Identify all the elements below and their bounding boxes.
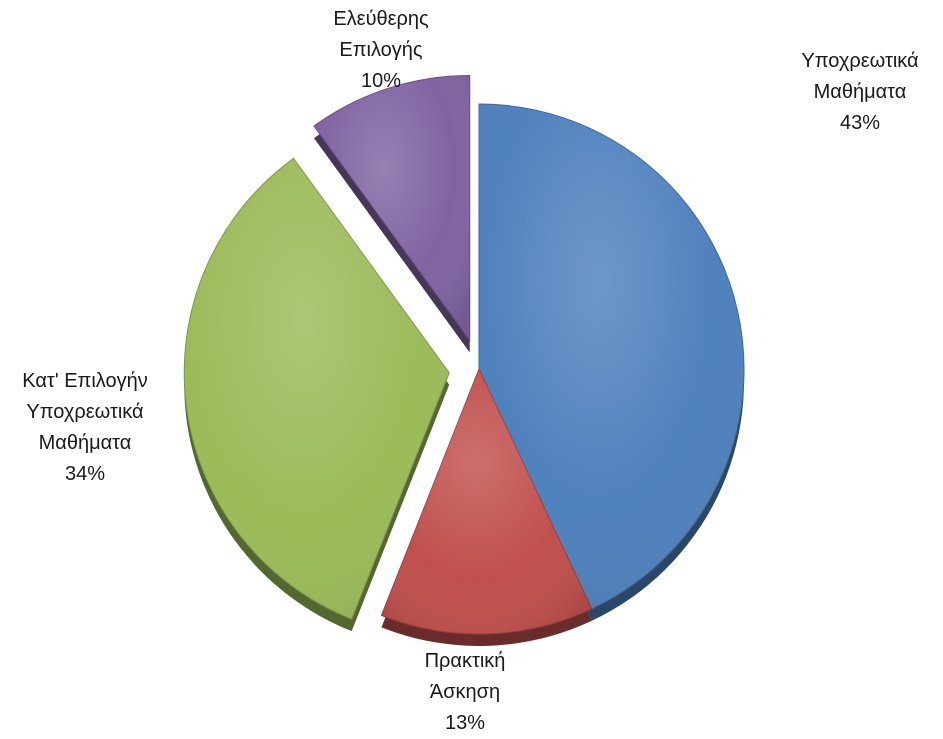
slice-label-practical: Πρακτική Άσκηση 13% (380, 646, 550, 739)
slice-label-line: Επιλογής (296, 35, 466, 66)
slice-label-pct: 10% (296, 66, 466, 97)
slice-label-line: Ελεύθερης (296, 4, 466, 35)
slice-label-line: Μαθήματα (0, 428, 170, 459)
slice-label-pct: 43% (774, 108, 943, 139)
slice-label-line: Υποχρεωτικά (774, 46, 943, 77)
slice-label-pct: 13% (380, 708, 550, 739)
slice-label-elective-compulsory: Κατ' Επιλογήν Υποχρεωτικά Μαθήματα 34% (0, 366, 170, 490)
slice-label-line: Μαθήματα (774, 77, 943, 108)
slice-label-free-choice: Ελεύθερης Επιλογής 10% (296, 4, 466, 97)
slice-label-line: Πρακτική (380, 646, 550, 677)
slice-label-line: Υποχρεωτικά (0, 397, 170, 428)
slice-label-line: Κατ' Επιλογήν (0, 366, 170, 397)
slice-label-pct: 34% (0, 459, 170, 490)
slice-label-compulsory: Υποχρεωτικά Μαθήματα 43% (774, 46, 943, 139)
slice-label-line: Άσκηση (380, 677, 550, 708)
